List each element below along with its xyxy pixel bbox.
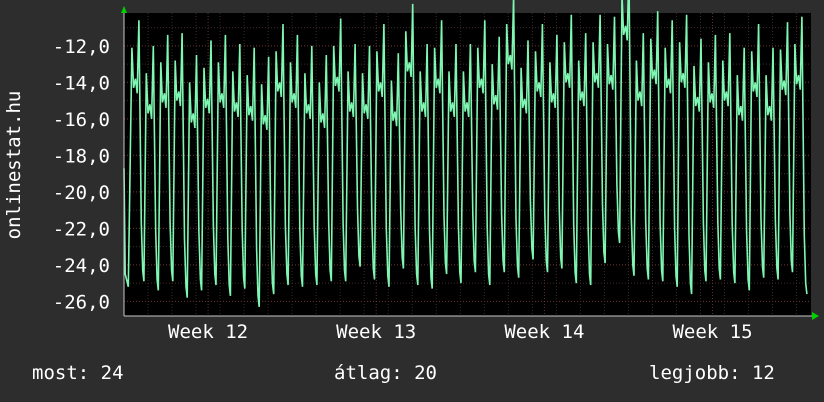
y-tick-label: -16,0 [53, 109, 110, 131]
y-tick-labels: -12,0 -14,0 -16,0 -18,0 -20,0 -22,0 -24,0 -26,0 [53, 36, 110, 314]
y-axis-arrow-icon [121, 6, 127, 13]
x-tick-label: Week 13 [336, 321, 416, 343]
x-axis-arrow-icon [812, 312, 819, 320]
x-tick-label: Week 15 [672, 321, 752, 343]
y-tick-label: -14,0 [53, 72, 110, 94]
y-tick-label: -20,0 [53, 182, 110, 204]
y-axis-label: onlinestat.hu [3, 91, 25, 240]
y-tick-label: -24,0 [53, 255, 110, 277]
plot-area [124, 13, 811, 316]
y-tick-label: -12,0 [53, 36, 110, 58]
y-tick-label: -22,0 [53, 218, 110, 240]
average-value-label: átlag: 20 [334, 362, 437, 384]
best-value-label: legjobb: 12 [649, 362, 775, 384]
current-value-label: most: 24 [32, 362, 124, 384]
x-tick-label: Week 12 [168, 321, 248, 343]
y-tick-label: -26,0 [53, 291, 110, 313]
x-tick-labels: Week 12 Week 13 Week 14 Week 15 [168, 321, 753, 343]
x-tick-label: Week 14 [504, 321, 584, 343]
y-tick-label: -18,0 [53, 145, 110, 167]
temperature-series-line [123, 0, 808, 307]
